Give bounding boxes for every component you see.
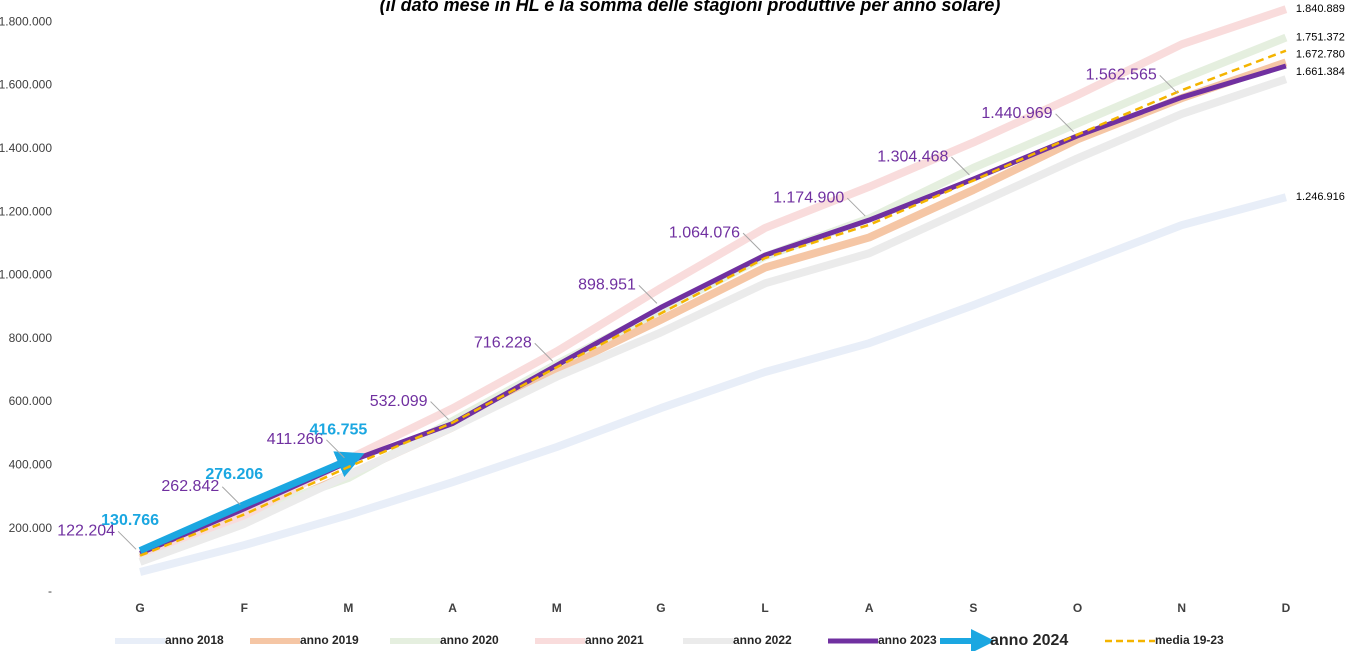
y-tick-label: 200.000 [9, 521, 53, 535]
data-label: 1.562.565 [1086, 67, 1157, 84]
x-tick-label: M [343, 601, 353, 615]
y-tick-label: 1.400.000 [0, 141, 52, 155]
x-tick-label: A [865, 601, 874, 615]
data-label: 1.751.372 [1296, 31, 1345, 43]
y-tick-label: 1.800.000 [0, 14, 52, 28]
y-tick-label: 800.000 [9, 331, 53, 345]
y-tick-label: 600.000 [9, 394, 53, 408]
data-label: 1.440.969 [981, 105, 1052, 122]
series-line [139, 193, 1287, 576]
data-label: 1.661.384 [1296, 66, 1345, 78]
leader-line [534, 342, 554, 362]
data-label: 898.951 [578, 277, 636, 294]
legend-label: anno 2019 [300, 633, 359, 647]
x-tick-label: G [656, 601, 665, 615]
x-tick-label: N [1177, 601, 1186, 615]
data-label: 416.755 [309, 421, 367, 438]
x-tick-label: M [552, 601, 562, 615]
leader-line [638, 285, 658, 304]
leader-line [117, 530, 137, 550]
data-label: 532.099 [370, 393, 428, 410]
data-label: 122.204 [57, 523, 115, 540]
legend-label: anno 2024 [990, 632, 1068, 649]
data-label: 1.246.916 [1296, 191, 1345, 203]
leader-line [221, 486, 241, 506]
leader-line [1055, 113, 1074, 133]
y-tick-label: 1.200.000 [0, 204, 52, 218]
data-label: 411.266 [267, 431, 324, 448]
legend-label: anno 2018 [165, 633, 224, 647]
legend-label: anno 2020 [440, 633, 499, 647]
data-label: 716.228 [474, 334, 532, 351]
x-tick-label: L [761, 601, 768, 615]
data-label: 276.206 [205, 466, 263, 483]
leader-line [846, 197, 866, 217]
series-line [138, 75, 1288, 566]
leader-line [951, 156, 970, 176]
legend-label: anno 2021 [585, 633, 644, 647]
x-tick-label: D [1282, 601, 1291, 615]
data-label: 130.766 [101, 512, 159, 529]
data-label: 1.064.076 [669, 224, 740, 241]
leader-line [326, 439, 345, 459]
data-label: 1.672.780 [1296, 48, 1345, 60]
y-tick-label: 1.000.000 [0, 268, 52, 282]
legend-label: anno 2022 [733, 633, 792, 647]
x-tick-label: O [1073, 601, 1082, 615]
data-label: 262.842 [161, 478, 219, 495]
data-label: 1.304.468 [877, 148, 948, 165]
x-tick-label: S [969, 601, 977, 615]
x-tick-label: A [448, 601, 457, 615]
leader-line [430, 401, 449, 420]
data-label: 1.840.889 [1296, 3, 1345, 15]
y-tick-label: 400.000 [9, 458, 53, 472]
leader-line [742, 232, 762, 252]
y-tick-label: - [48, 584, 52, 598]
legend-label: anno 2023 [878, 633, 937, 647]
x-tick-label: F [241, 601, 248, 615]
x-tick-label: G [135, 601, 144, 615]
series-line [138, 451, 365, 554]
leader-line [1159, 74, 1179, 94]
legend-label: media 19-23 [1155, 633, 1224, 647]
data-label: 1.174.900 [773, 189, 844, 206]
y-tick-label: 1.600.000 [0, 78, 52, 92]
chart-subtitle: (il dato mese in HL è la somma delle sta… [380, 0, 1001, 15]
